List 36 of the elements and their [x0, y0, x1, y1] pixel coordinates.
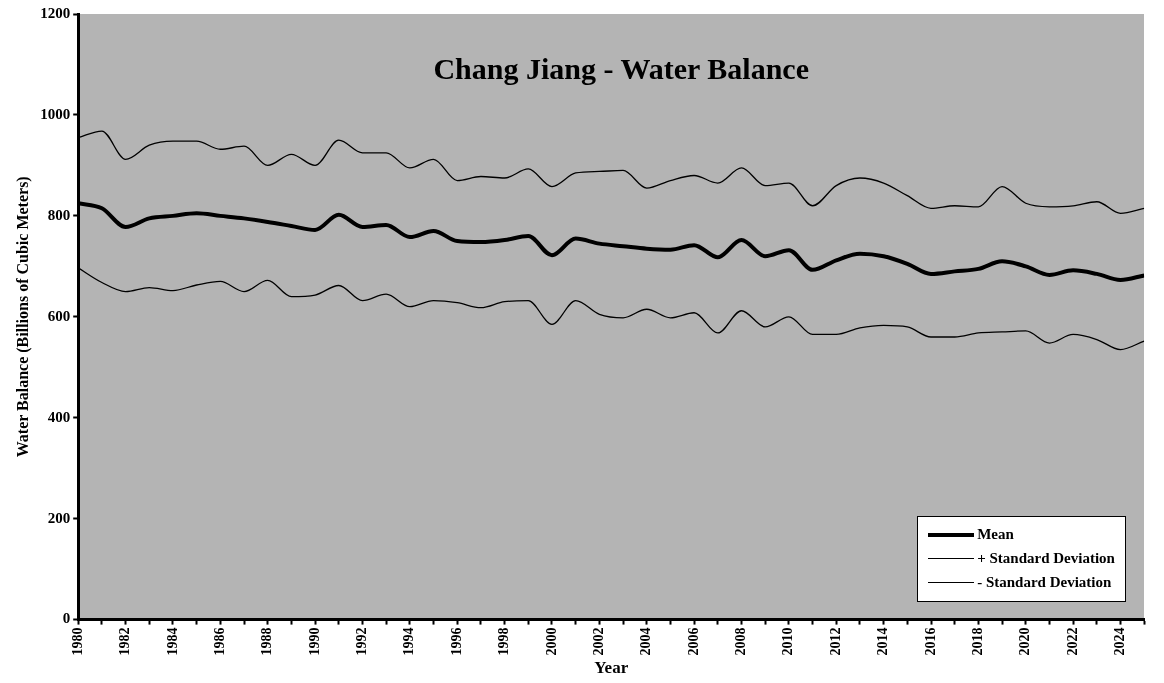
y-tick-label: 200	[47, 509, 71, 526]
x-tick-label: 2006	[685, 627, 701, 656]
y-tick-label: 1200	[40, 4, 71, 21]
x-tick-label: 2000	[543, 627, 559, 656]
x-tick-label: 2008	[733, 627, 749, 656]
x-tick-label: 2024	[1112, 627, 1128, 656]
x-tick-label: 1988	[259, 627, 275, 656]
text: Chang Jiang - Water Balance	[433, 51, 809, 85]
y-tick-label: 600	[47, 307, 71, 324]
x-tick-label: 2016	[922, 627, 938, 656]
x-tick-label: 2002	[590, 627, 606, 656]
legend-label: - Standard Deviation	[977, 574, 1112, 592]
x-tick-label: 1990	[306, 627, 322, 656]
y-tick-label: 1000	[40, 105, 71, 122]
x-axis-title: Year	[594, 658, 629, 678]
y-tick-label: 800	[47, 206, 71, 223]
x-tick-label: 2020	[1017, 627, 1033, 656]
x-tick-label: 1982	[117, 627, 133, 656]
x-tick-label: 1992	[354, 627, 370, 656]
y-tick-label: 400	[47, 408, 71, 425]
x-tick-label: 2018	[969, 627, 985, 656]
x-tick-label: 1998	[496, 627, 512, 656]
y-axis-title: Water Balance (Billions of Cubic Meters)	[13, 176, 32, 458]
x-tick-label: 2004	[638, 627, 654, 656]
x-tick-label: 2014	[875, 627, 891, 656]
x-tick-label: 1996	[448, 627, 464, 656]
x-tick-label: 2010	[780, 627, 796, 656]
y-tick-label: 0	[62, 610, 71, 627]
x-tick-label: 1984	[164, 627, 180, 656]
x-tick-label: 1980	[69, 627, 85, 656]
legend-label: Mean	[977, 526, 1014, 544]
legend-label: + Standard Deviation	[977, 550, 1115, 568]
x-tick-label: 1986	[211, 627, 227, 656]
x-tick-label: 1994	[401, 627, 417, 656]
x-tick-label: 2022	[1064, 627, 1080, 656]
x-tick-label: 2012	[827, 627, 843, 656]
